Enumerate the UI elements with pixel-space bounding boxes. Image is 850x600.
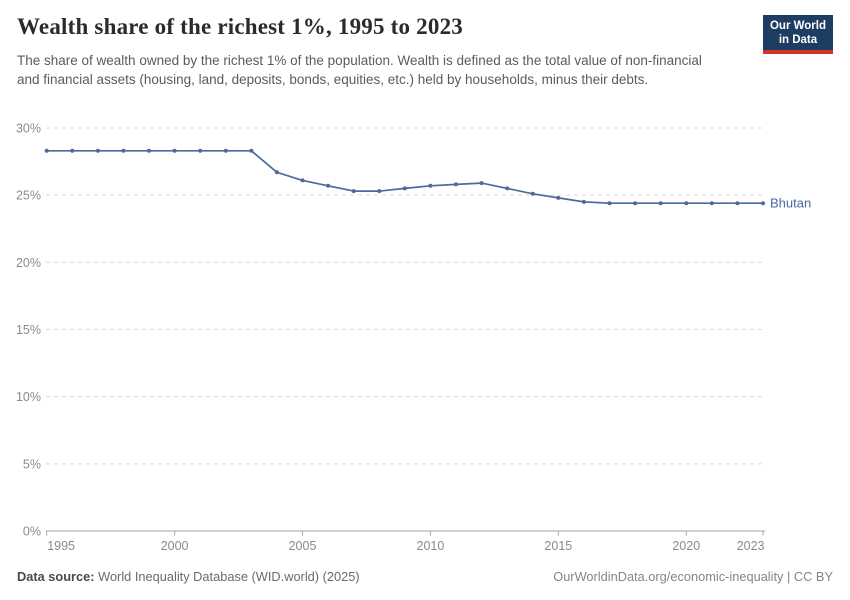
- data-point[interactable]: [684, 201, 689, 206]
- x-tick-label: 1995: [47, 539, 75, 553]
- data-point[interactable]: [581, 199, 586, 204]
- data-point[interactable]: [709, 201, 714, 206]
- chart-area: 0% 5% 10% 15% 20% 25% 30% 1995 2000 2005 2010 2015 2…: [0, 118, 850, 563]
- data-point[interactable]: [198, 148, 203, 153]
- data-point[interactable]: [454, 182, 458, 187]
- x-tick-label: 2005: [289, 539, 317, 553]
- y-tick-label: 5%: [23, 457, 41, 471]
- data-point[interactable]: [44, 148, 49, 153]
- data-point[interactable]: [351, 189, 356, 194]
- data-point[interactable]: [377, 189, 382, 194]
- data-point[interactable]: [607, 201, 612, 206]
- chart-subtitle: The share of wealth owned by the richest…: [17, 53, 702, 87]
- data-point[interactable]: [326, 183, 331, 188]
- x-tick-label: 2000: [161, 539, 189, 553]
- gridlines: [46, 127, 765, 465]
- data-point[interactable]: [274, 170, 279, 175]
- y-tick-label: 30%: [16, 122, 41, 136]
- y-tick-label: 10%: [16, 390, 41, 404]
- data-point[interactable]: [402, 186, 407, 191]
- x-tick-label: 2010: [417, 539, 445, 553]
- y-tick-label: 20%: [16, 256, 41, 270]
- y-tick-label: 0%: [23, 525, 41, 539]
- line-chart[interactable]: 0% 5% 10% 15% 20% 25% 30% 1995 2000 2005 2010 2015 2…: [0, 118, 850, 563]
- data-point[interactable]: [505, 186, 510, 191]
- data-point[interactable]: [530, 191, 535, 196]
- data-point[interactable]: [479, 181, 484, 186]
- data-point[interactable]: [735, 201, 740, 206]
- data-point[interactable]: [172, 148, 177, 153]
- series-label[interactable]: Bhutan: [770, 196, 811, 211]
- data-point[interactable]: [658, 201, 663, 206]
- data-point[interactable]: [95, 148, 100, 153]
- data-point[interactable]: [249, 148, 254, 153]
- data-point[interactable]: [556, 195, 561, 200]
- data-source-label: Data source:: [17, 569, 95, 584]
- chart-footer: Data source: World Inequality Database (…: [0, 567, 850, 587]
- owid-logo-line2: in Data: [778, 34, 818, 46]
- data-point[interactable]: [761, 201, 765, 206]
- x-tick-label: 2023: [737, 539, 765, 553]
- x-tick-label: 2020: [672, 539, 700, 553]
- data-source: Data source: World Inequality Database (…: [17, 567, 360, 587]
- y-tick-label: 25%: [16, 189, 41, 203]
- data-point[interactable]: [121, 148, 126, 153]
- data-point[interactable]: [633, 201, 638, 206]
- page-title: Wealth share of the richest 1%, 1995 to …: [17, 14, 463, 39]
- owid-logo-line1: Our World: [769, 20, 826, 32]
- x-tick-label: 2015: [544, 539, 572, 553]
- data-point[interactable]: [428, 183, 433, 188]
- y-axis-labels: 0% 5% 10% 15% 20% 25% 30%: [16, 122, 41, 539]
- owid-logo[interactable]: Our World in Data: [762, 15, 833, 54]
- x-axis: 1995 2000 2005 2010 2015 2020 2023: [46, 530, 765, 553]
- data-source-value: World Inequality Database (WID.world) (2…: [98, 569, 360, 584]
- y-tick-label: 15%: [16, 323, 41, 337]
- footer-license-link[interactable]: OurWorldinData.org/economic-inequality |…: [553, 569, 833, 584]
- data-point[interactable]: [147, 148, 151, 153]
- data-point[interactable]: [300, 178, 305, 183]
- data-point[interactable]: [223, 148, 228, 153]
- data-points: [44, 148, 765, 206]
- data-point[interactable]: [70, 148, 75, 153]
